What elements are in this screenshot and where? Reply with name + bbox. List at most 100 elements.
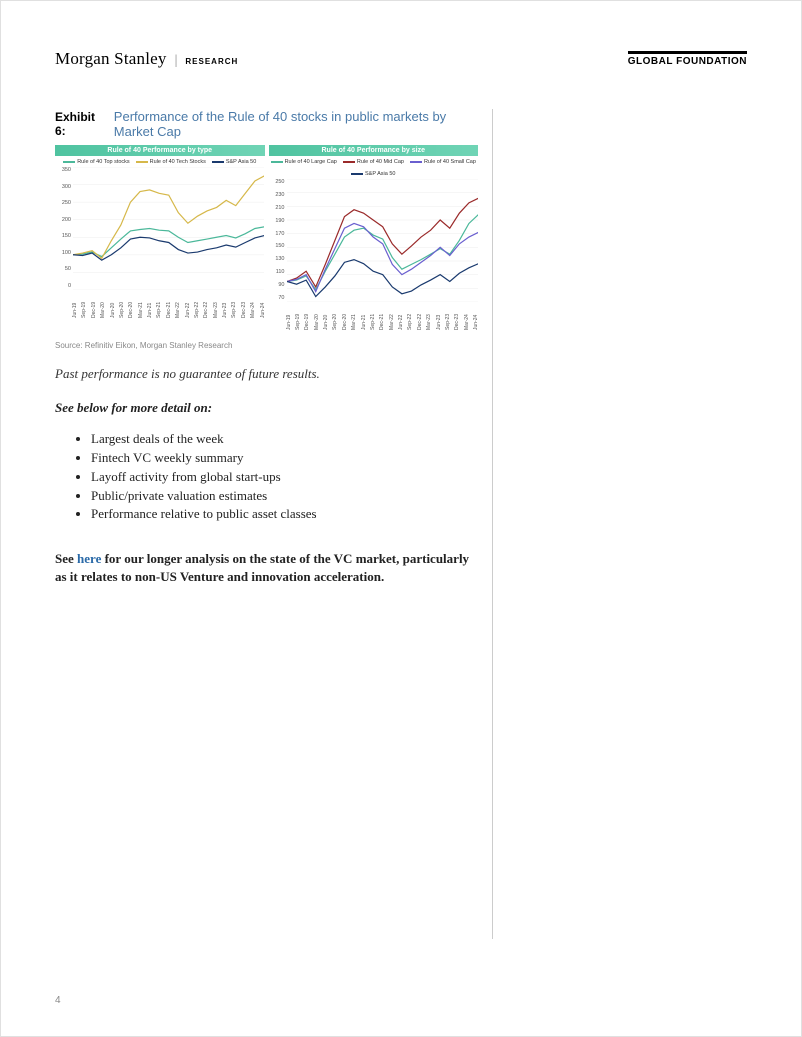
chart1-title: Rule of 40 Performance by type [55, 145, 265, 156]
legend-label: Rule of 40 Top stocks [77, 159, 129, 165]
x-tick: Mar-20 [100, 314, 106, 318]
x-tick: Sep-19 [81, 314, 87, 318]
x-tick: Sep-23 [231, 314, 237, 318]
x-tick: Sep-21 [370, 326, 376, 330]
x-tick: Sep-19 [295, 326, 301, 330]
legend-swatch [136, 161, 148, 163]
y-tick: 300 [55, 184, 71, 190]
y-tick: 190 [269, 218, 285, 224]
y-tick: 230 [269, 192, 285, 198]
x-tick: Sep-22 [407, 326, 413, 330]
chart-series-line [287, 198, 478, 287]
y-tick: 250 [269, 179, 285, 185]
x-tick: Mar-22 [389, 326, 395, 330]
detail-bullets: Largest deals of the weekFintech VC week… [55, 430, 478, 524]
legend-item: S&P Asia 50 [351, 171, 395, 177]
chart2-body: 2502302101901701501301109070 Jun-19Sep-1… [269, 179, 479, 319]
legend-label: S&P Asia 50 [365, 171, 395, 177]
brand-divider: | [175, 53, 178, 69]
y-tick: 0 [55, 283, 71, 289]
chart1-legend: Rule of 40 Top stocksRule of 40 Tech Sto… [55, 159, 265, 165]
bullet-item: Layoff activity from global start-ups [91, 468, 478, 487]
legend-label: Rule of 40 Large Cap [285, 159, 337, 165]
closing-post: for our longer analysis on the state of … [55, 551, 469, 584]
chart-series-line [73, 176, 264, 259]
y-tick: 150 [55, 233, 71, 239]
bullet-item: Public/private valuation estimates [91, 487, 478, 506]
legend-swatch [351, 173, 363, 175]
source-line: Source: Refinitiv Eikon, Morgan Stanley … [55, 341, 478, 350]
chart2-legend: Rule of 40 Large Cap Rule of 40 Mid Cap Ru… [269, 159, 479, 177]
brand-block: Morgan Stanley | RESEARCH [55, 49, 238, 69]
x-tick: Mar-24 [464, 326, 470, 330]
page-header: Morgan Stanley | RESEARCH GLOBAL FOUNDAT… [55, 49, 747, 69]
x-tick: Sep-22 [194, 314, 200, 318]
x-tick: Dec-21 [166, 314, 172, 318]
y-tick: 90 [269, 282, 285, 288]
legend-swatch [271, 161, 283, 163]
x-tick: Dec-22 [203, 314, 209, 318]
legend-swatch [343, 161, 355, 163]
x-tick: Mar-21 [138, 314, 144, 318]
x-tick: Jun-21 [361, 326, 367, 330]
exhibit-title: Performance of the Rule of 40 stocks in … [114, 109, 478, 139]
x-tick: Mar-23 [426, 326, 432, 330]
x-tick: Jun-23 [222, 314, 228, 318]
x-tick: Jun-24 [473, 326, 479, 330]
legend-swatch [63, 161, 75, 163]
x-tick: Dec-22 [417, 326, 423, 330]
bullet-item: Largest deals of the week [91, 430, 478, 449]
content-column: Exhibit 6: Performance of the Rule of 40… [55, 109, 493, 939]
chart2-xaxis: Jun-19Sep-19Dec-19 Mar-20Jun-20Sep-20 Dec-… [287, 325, 479, 331]
x-tick: Jun-19 [286, 326, 292, 330]
x-tick: Jun-20 [323, 326, 329, 330]
y-tick: 200 [55, 217, 71, 223]
x-tick: Mar-24 [250, 314, 256, 318]
x-tick: Jun-22 [185, 314, 191, 318]
y-tick: 100 [55, 250, 71, 256]
x-tick: Jun-23 [436, 326, 442, 330]
x-tick: Dec-19 [304, 326, 310, 330]
exhibit-label: Exhibit 6: [55, 110, 104, 138]
y-tick: 50 [55, 266, 71, 272]
chart1-yaxis: 350 300 250 200 150 100 50 0 [55, 167, 71, 289]
legend-item: Rule of 40 Top stocks [63, 159, 129, 165]
chart-series-line [73, 227, 264, 257]
here-link[interactable]: here [77, 551, 101, 566]
x-tick: Sep-20 [119, 314, 125, 318]
chart-series-line [287, 214, 478, 289]
chart2-title: Rule of 40 Performance by size [269, 145, 479, 156]
brand-name: Morgan Stanley [55, 49, 167, 69]
x-tick: Sep-21 [156, 314, 162, 318]
page-number: 4 [55, 995, 61, 1006]
x-tick: Mar-23 [213, 314, 219, 318]
y-tick: 350 [55, 167, 71, 173]
legend-label: Rule of 40 Mid Cap [357, 159, 404, 165]
y-tick: 150 [269, 243, 285, 249]
global-foundation-label: GLOBAL FOUNDATION [628, 51, 747, 67]
x-tick: Dec-20 [342, 326, 348, 330]
x-tick: Jun-21 [147, 314, 153, 318]
legend-swatch [212, 161, 224, 163]
x-tick: Dec-20 [128, 314, 134, 318]
x-tick: Sep-20 [332, 326, 338, 330]
x-tick: Mar-21 [351, 326, 357, 330]
x-tick: Dec-19 [91, 314, 97, 318]
x-tick: Mar-20 [314, 326, 320, 330]
exhibit-heading: Exhibit 6: Performance of the Rule of 40… [55, 109, 478, 139]
y-tick: 70 [269, 295, 285, 301]
legend-label: Rule of 40 Small Cap [424, 159, 476, 165]
x-tick: Dec-21 [379, 326, 385, 330]
chart2-yaxis: 2502302101901701501301109070 [269, 179, 285, 301]
y-tick: 110 [269, 269, 285, 275]
brand-research: RESEARCH [185, 57, 238, 66]
chart1-xaxis: Jun-19Sep-19Dec-19Mar-20Jun-20Sep-20Dec-… [73, 313, 265, 319]
x-tick: Jun-22 [398, 326, 404, 330]
x-tick: Jun-20 [110, 314, 116, 318]
bullet-item: Performance relative to public asset cla… [91, 505, 478, 524]
disclaimer-text: Past performance is no guarantee of futu… [55, 366, 478, 382]
y-tick: 250 [55, 200, 71, 206]
see-below-heading: See below for more detail on: [55, 400, 478, 416]
x-tick: Jun-19 [72, 314, 78, 318]
closing-paragraph: See here for our longer analysis on the … [55, 550, 478, 586]
